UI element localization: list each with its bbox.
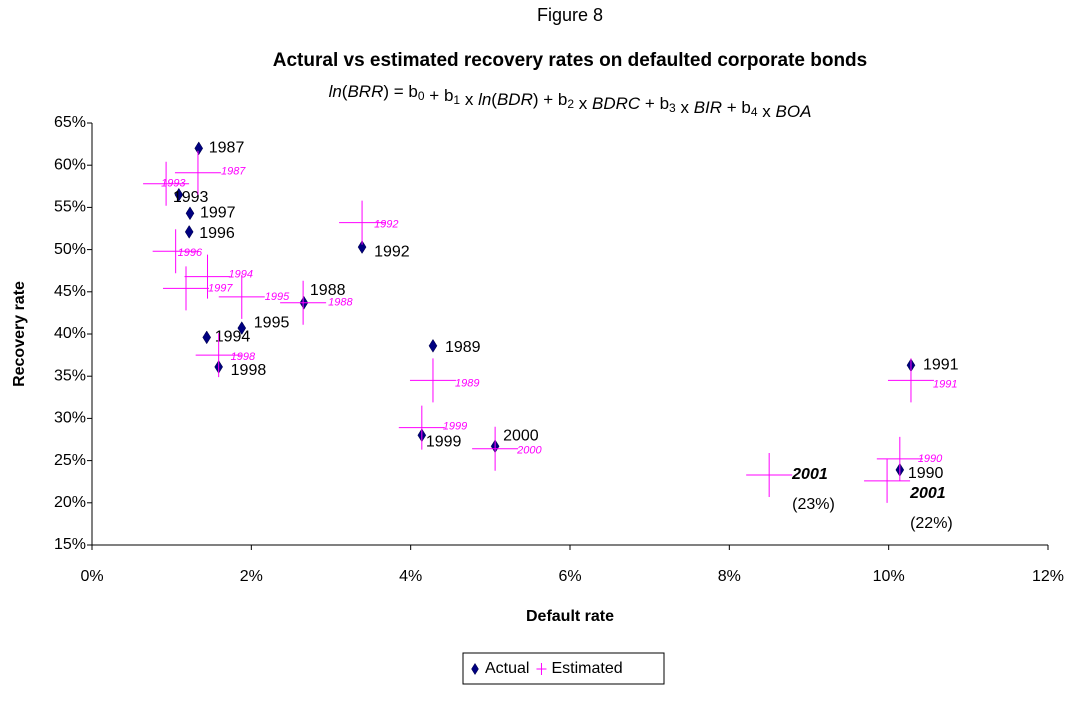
point-label: 1988 bbox=[328, 297, 353, 309]
estimated-point bbox=[143, 161, 190, 206]
x-tick-label: 8% bbox=[718, 568, 741, 585]
actual-point bbox=[184, 225, 194, 239]
y-tick-label: 55% bbox=[54, 199, 86, 216]
y-tick-label: 30% bbox=[54, 410, 86, 427]
point-label-bold: 2001 bbox=[909, 485, 946, 502]
y-tick-label: 45% bbox=[54, 283, 86, 300]
estimated-point bbox=[339, 200, 386, 245]
point-label: 1989 bbox=[445, 339, 481, 356]
x-tick-label: 10% bbox=[873, 568, 905, 585]
y-tick-label: 20% bbox=[54, 494, 86, 511]
point-label: 1996 bbox=[178, 247, 203, 259]
actual-point bbox=[237, 321, 247, 335]
point-label: 1988 bbox=[310, 282, 346, 299]
point-label: 1989 bbox=[455, 377, 479, 389]
legend-box bbox=[462, 652, 665, 685]
point-label: 1997 bbox=[200, 205, 236, 222]
estimated-point bbox=[184, 254, 231, 299]
estimated-point bbox=[409, 358, 456, 403]
estimated-point bbox=[876, 436, 923, 481]
point-label: 1998 bbox=[231, 351, 256, 363]
point-label: 1992 bbox=[374, 243, 410, 260]
estimated-point bbox=[163, 266, 210, 311]
actual-point bbox=[194, 141, 204, 156]
estimated-point bbox=[152, 229, 199, 274]
point-label: 1993 bbox=[173, 189, 209, 206]
point-label: 1999 bbox=[443, 421, 467, 433]
actual-point bbox=[357, 240, 367, 254]
estimated-point bbox=[746, 452, 793, 497]
point-label: 1987 bbox=[209, 140, 245, 157]
actual-point bbox=[174, 187, 184, 202]
y-tick-label: 50% bbox=[54, 241, 86, 258]
estimated-point bbox=[218, 274, 265, 319]
point-label: 1991 bbox=[933, 378, 957, 390]
y-tick-label: 35% bbox=[54, 367, 86, 384]
y-tick-label: 25% bbox=[54, 452, 86, 469]
figure-label: Figure 8 bbox=[537, 5, 603, 25]
y-tick-label: 65% bbox=[54, 114, 86, 131]
estimated-point bbox=[174, 150, 221, 195]
y-axis-title: Recovery rate bbox=[11, 281, 28, 387]
point-label: 2000 bbox=[516, 445, 542, 457]
y-tick-label: 15% bbox=[54, 536, 86, 553]
legend-marker bbox=[471, 662, 479, 676]
point-label: 1994 bbox=[229, 269, 253, 281]
x-tick-label: 4% bbox=[399, 568, 422, 585]
actual-point bbox=[428, 338, 438, 353]
point-label: 1991 bbox=[923, 356, 959, 373]
point-label: 1994 bbox=[215, 329, 251, 346]
point-label: 1990 bbox=[918, 453, 943, 465]
x-axis-title: Default rate bbox=[526, 608, 614, 625]
legend-marker bbox=[536, 663, 547, 675]
point-label: 1993 bbox=[161, 178, 186, 190]
point-label: 1999 bbox=[426, 433, 462, 450]
point-label: 1996 bbox=[199, 225, 235, 242]
legend-label: Actual bbox=[485, 660, 529, 677]
point-label: 1997 bbox=[208, 282, 233, 294]
point-label: 1990 bbox=[908, 465, 944, 482]
point-label: 2000 bbox=[503, 427, 539, 444]
estimated-point bbox=[398, 405, 445, 450]
annotation: (23%) bbox=[792, 496, 835, 513]
x-tick-label: 0% bbox=[80, 568, 103, 585]
x-tick-label: 6% bbox=[558, 568, 581, 585]
chart-title: Actural vs estimated recovery rates on d… bbox=[273, 50, 867, 71]
estimated-point bbox=[280, 280, 327, 325]
point-label: 1992 bbox=[374, 218, 398, 230]
point-label: 1995 bbox=[265, 291, 290, 303]
point-label-bold: 2001 bbox=[791, 466, 828, 483]
chart-subtitle: ln(BRR) = b0 + b1 x ln(BDR) + b2 x BDRC … bbox=[329, 82, 812, 121]
estimated-point bbox=[864, 458, 911, 503]
point-label: 1987 bbox=[221, 166, 246, 178]
point-label: 1998 bbox=[231, 362, 267, 379]
legend-label: Estimated bbox=[551, 660, 622, 677]
y-tick-label: 60% bbox=[54, 156, 86, 173]
actual-point bbox=[185, 206, 195, 221]
point-label: 1995 bbox=[254, 314, 290, 331]
y-tick-label: 40% bbox=[54, 325, 86, 342]
estimated-point bbox=[195, 333, 242, 378]
estimated-point bbox=[472, 426, 519, 471]
x-tick-label: 2% bbox=[240, 568, 263, 585]
estimated-point bbox=[887, 358, 934, 403]
annotation: (22%) bbox=[910, 515, 953, 532]
x-tick-label: 12% bbox=[1032, 568, 1064, 585]
actual-point bbox=[202, 330, 212, 345]
